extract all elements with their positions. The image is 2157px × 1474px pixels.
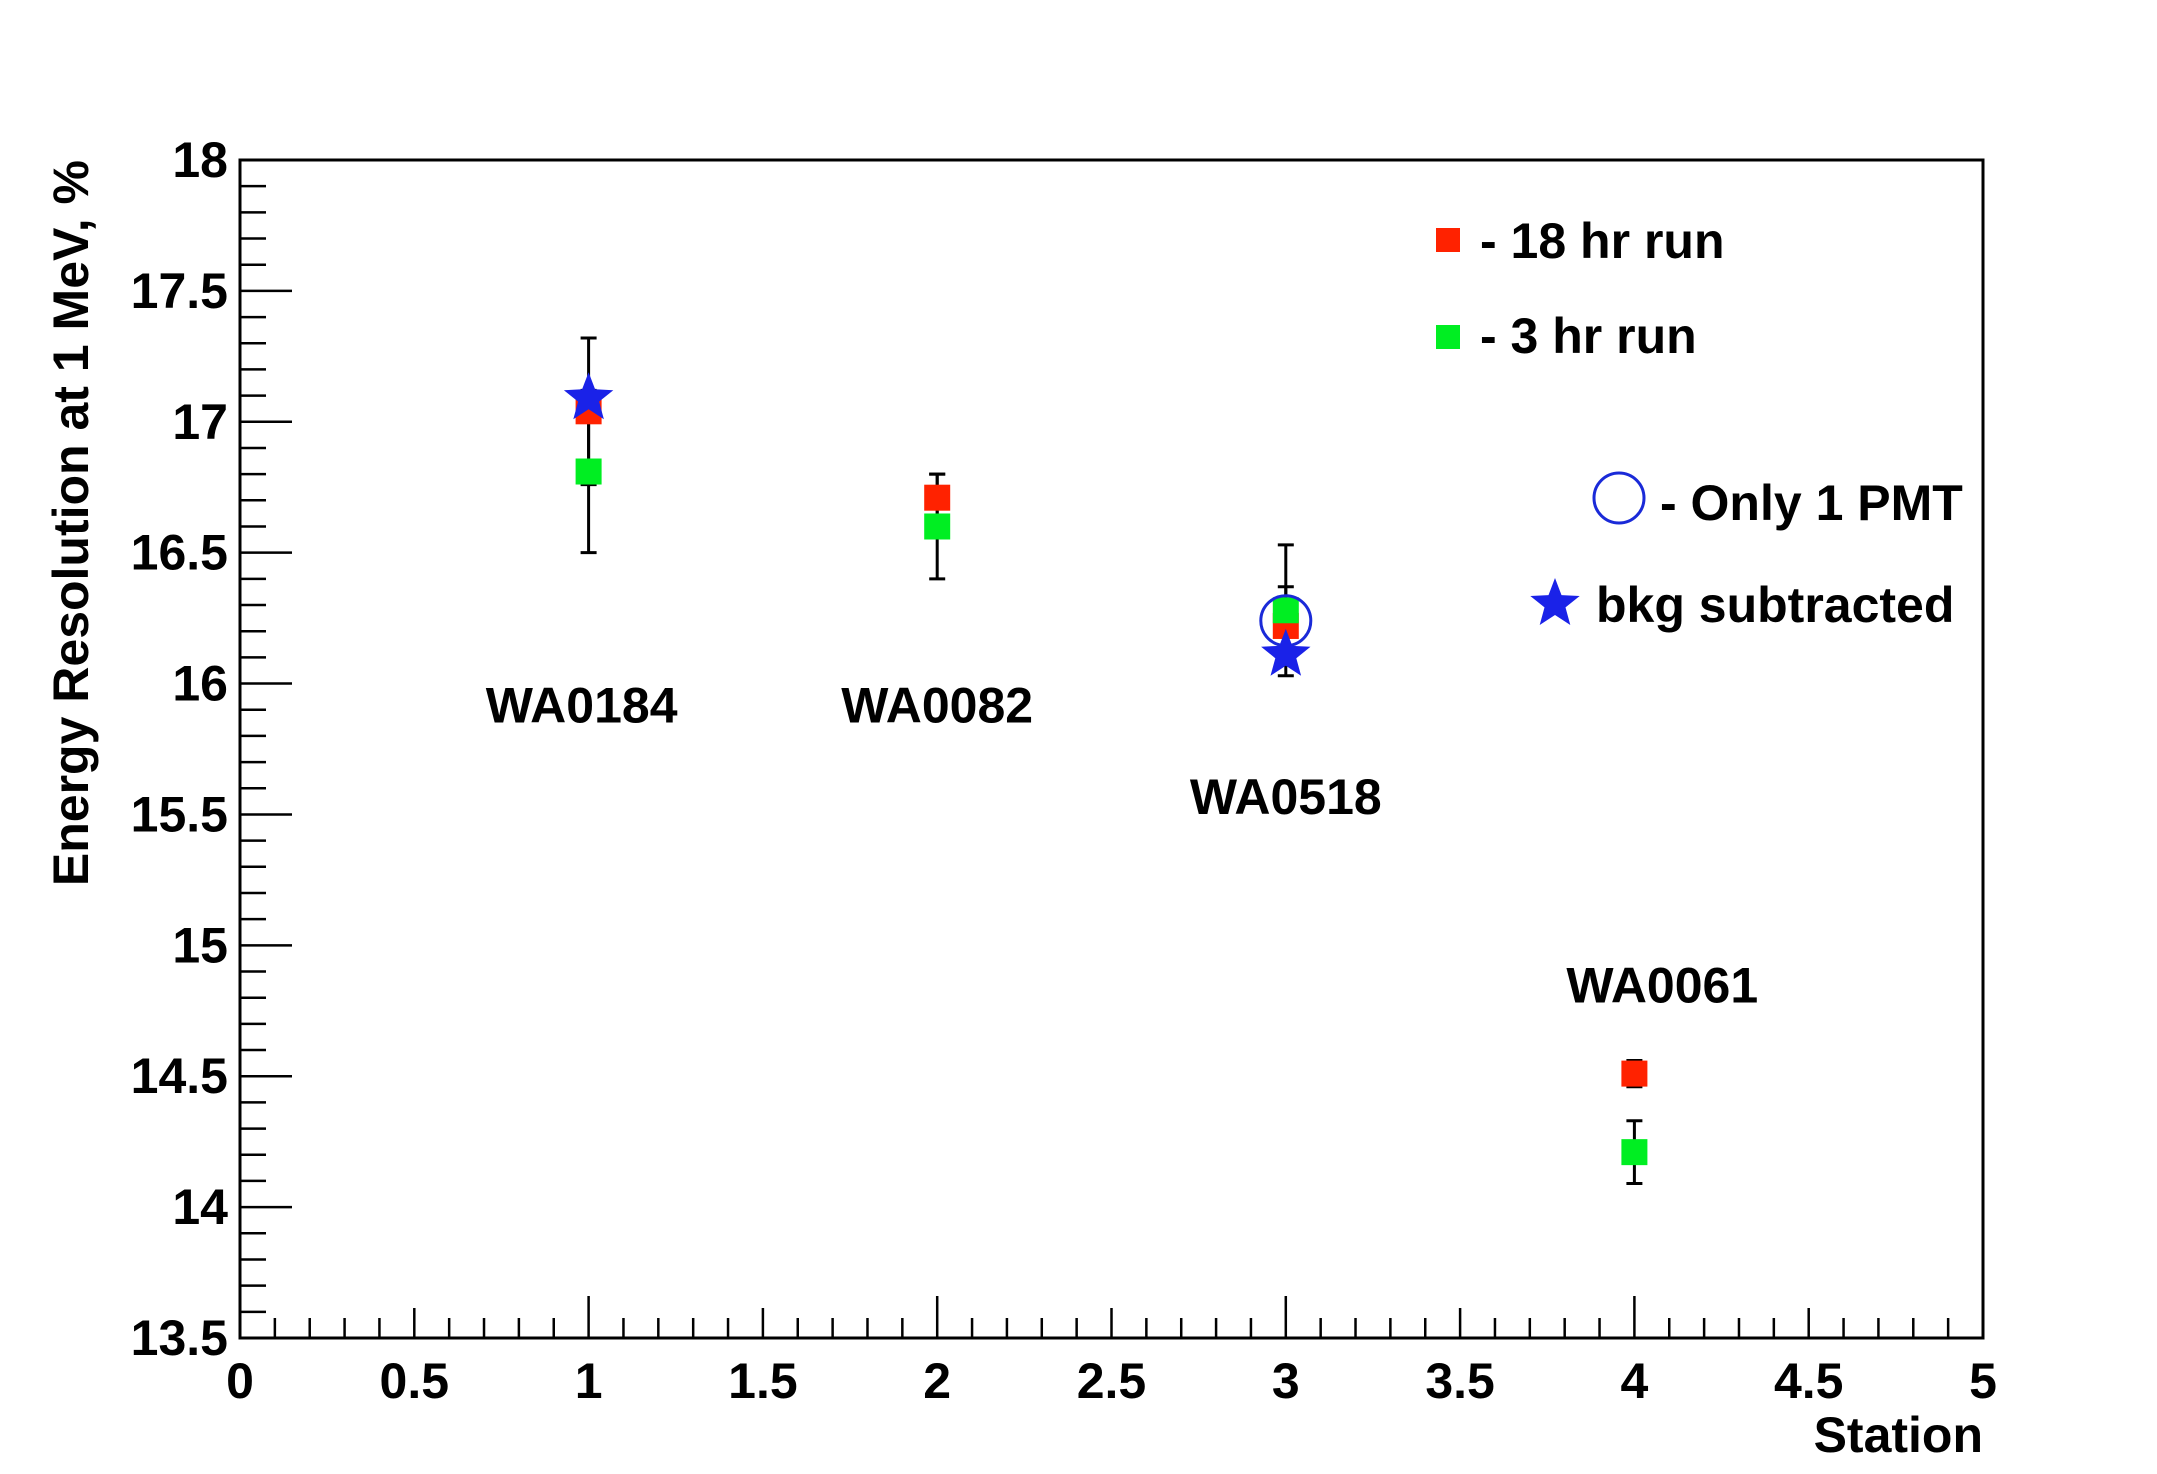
x-tick-label: 2 (923, 1353, 951, 1409)
legend-marker-star (1530, 578, 1580, 625)
data-point-star (1261, 628, 1311, 676)
x-tick-label: 0 (226, 1353, 254, 1409)
x-tick-label: 0.5 (380, 1353, 450, 1409)
legend-label: - Only 1 PMT (1660, 475, 1963, 531)
x-tick-label: 4 (1620, 1353, 1648, 1409)
legend-marker-square (1436, 228, 1460, 252)
y-axis-title: Energy Resolution at 1 MeV, % (43, 160, 99, 886)
legend-marker-square (1436, 325, 1460, 349)
x-tick-label: 4.5 (1774, 1353, 1844, 1409)
data-point-square (924, 484, 951, 511)
station-annotation: WA0082 (841, 677, 1033, 733)
data-point-square (924, 513, 951, 540)
y-tick-label: 15 (172, 917, 228, 973)
legend-label: bkg subtracted (1596, 577, 1954, 633)
y-tick-label: 15.5 (131, 786, 228, 842)
legend-label: - 3 hr run (1480, 308, 1697, 364)
station-annotation: WA0518 (1190, 769, 1382, 825)
x-tick-label: 1.5 (728, 1353, 798, 1409)
x-tick-label: 3 (1272, 1353, 1300, 1409)
legend-marker-circle (1592, 471, 1646, 525)
station-annotation: WA0061 (1566, 958, 1758, 1014)
x-tick-label: 1 (575, 1353, 603, 1409)
y-tick-label: 16.5 (131, 525, 228, 581)
y-tick-label: 17.5 (131, 263, 228, 319)
data-point-square (1621, 1139, 1648, 1166)
x-tick-label: 2.5 (1077, 1353, 1147, 1409)
station-annotation: WA0184 (486, 677, 678, 733)
x-tick-label: 5 (1969, 1353, 1997, 1409)
legend-label: - 18 hr run (1480, 213, 1724, 269)
data-point-star (563, 372, 614, 420)
data-point-square (1272, 597, 1299, 624)
y-tick-label: 13.5 (131, 1310, 228, 1366)
canvas-background (18, 18, 2138, 1458)
x-axis-title: Station (1814, 1407, 1983, 1463)
y-tick-label: 17 (172, 394, 228, 450)
x-tick-label: 3.5 (1425, 1353, 1495, 1409)
y-tick-label: 18 (172, 132, 228, 188)
y-tick-label: 14.5 (131, 1048, 228, 1104)
y-tick-label: 16 (172, 656, 228, 712)
data-point-square (1621, 1060, 1648, 1087)
data-point-square (575, 458, 602, 485)
y-tick-label: 14 (172, 1179, 228, 1235)
